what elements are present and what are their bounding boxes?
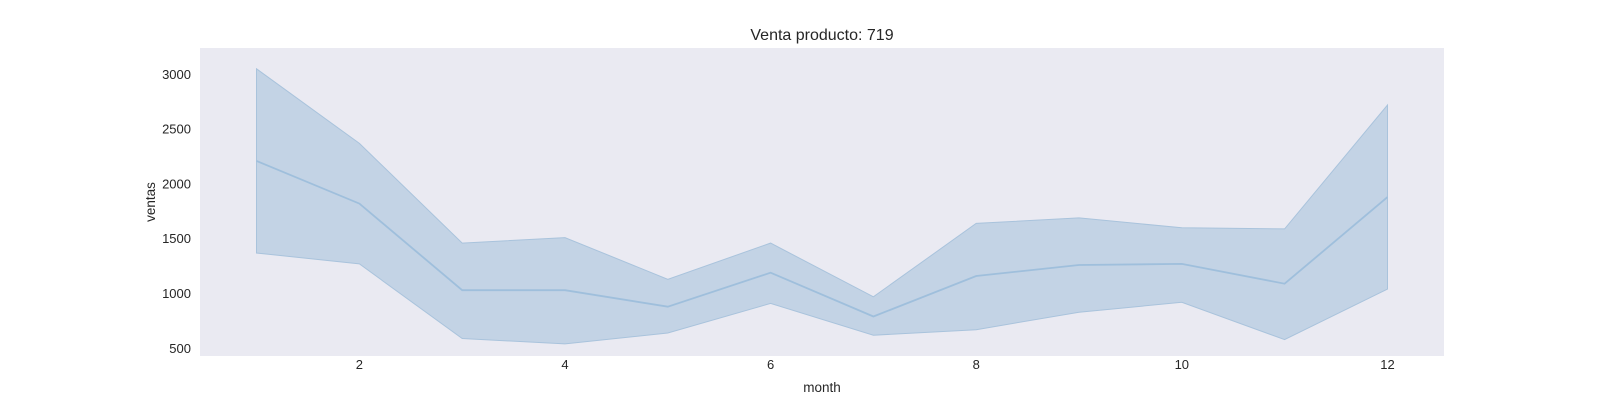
confidence-band-layer xyxy=(256,67,1388,345)
x-tick-label: 8 xyxy=(973,357,980,372)
x-axis-label: month xyxy=(803,380,841,395)
y-tick-label: 2000 xyxy=(162,176,191,191)
x-tick-label: 2 xyxy=(356,357,363,372)
series-line-layer xyxy=(256,160,1389,318)
y-tick-label: 3000 xyxy=(162,67,191,82)
x-tick-label: 10 xyxy=(1175,357,1189,372)
y-axis-ticks: 500 1000 1500 2000 2500 3000 xyxy=(162,67,191,356)
y-axis-label: ventas xyxy=(143,182,158,222)
x-tick-label: 4 xyxy=(561,357,568,372)
y-tick-label: 1500 xyxy=(162,231,191,246)
series-line xyxy=(256,160,1389,318)
x-tick-label: 12 xyxy=(1380,357,1394,372)
x-axis-ticks: 2 4 6 8 10 12 xyxy=(356,357,1395,372)
y-tick-label: 500 xyxy=(169,341,191,356)
chart-title: Venta producto: 719 xyxy=(750,27,893,44)
y-tick-label: 1000 xyxy=(162,286,191,301)
y-tick-label: 2500 xyxy=(162,122,191,137)
confidence-band xyxy=(256,67,1388,345)
x-tick-label: 6 xyxy=(767,357,774,372)
